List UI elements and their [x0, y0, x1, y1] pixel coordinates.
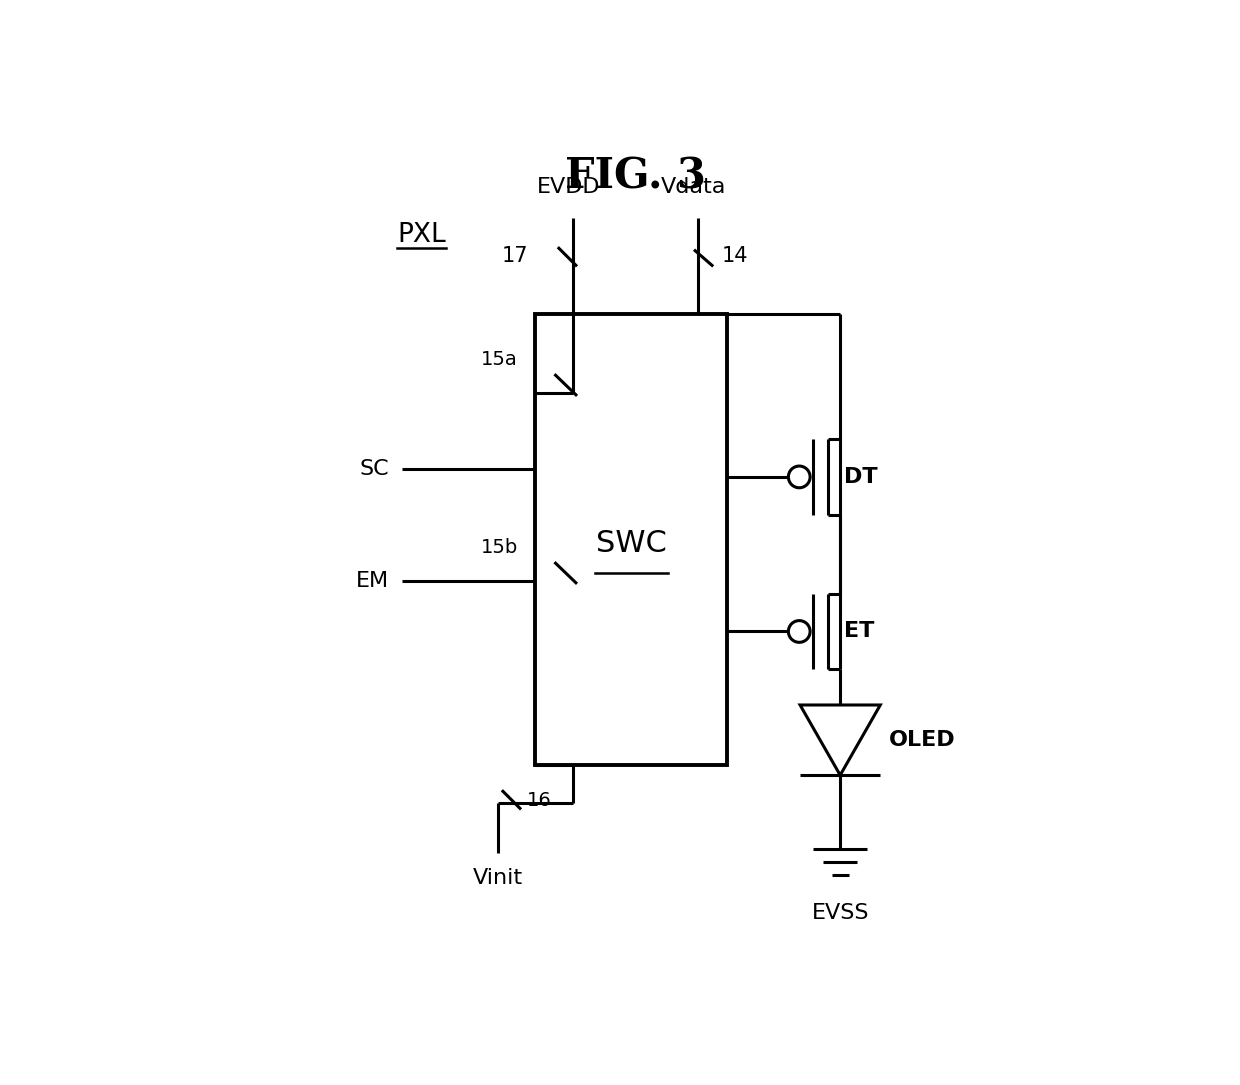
Text: EM: EM	[356, 572, 389, 591]
Bar	[536, 314, 728, 765]
Text: SC: SC	[360, 459, 389, 478]
Text: DT: DT	[843, 467, 877, 487]
Text: EVDD: EVDD	[537, 177, 600, 197]
Text: 15b: 15b	[481, 538, 518, 558]
Text: OLED: OLED	[889, 730, 955, 750]
Text: Vinit: Vinit	[472, 868, 523, 888]
Text: 15a: 15a	[481, 350, 517, 370]
Text: Vdata: Vdata	[661, 177, 727, 197]
Text: EVSS: EVSS	[811, 903, 869, 923]
Text: SWC: SWC	[596, 529, 667, 559]
Text: 16: 16	[527, 791, 552, 809]
Text: 17: 17	[502, 245, 528, 266]
Text: FIG. 3: FIG. 3	[565, 155, 706, 197]
Text: ET: ET	[843, 622, 874, 641]
Text: PXL: PXL	[397, 221, 446, 247]
Text: 14: 14	[722, 245, 748, 266]
